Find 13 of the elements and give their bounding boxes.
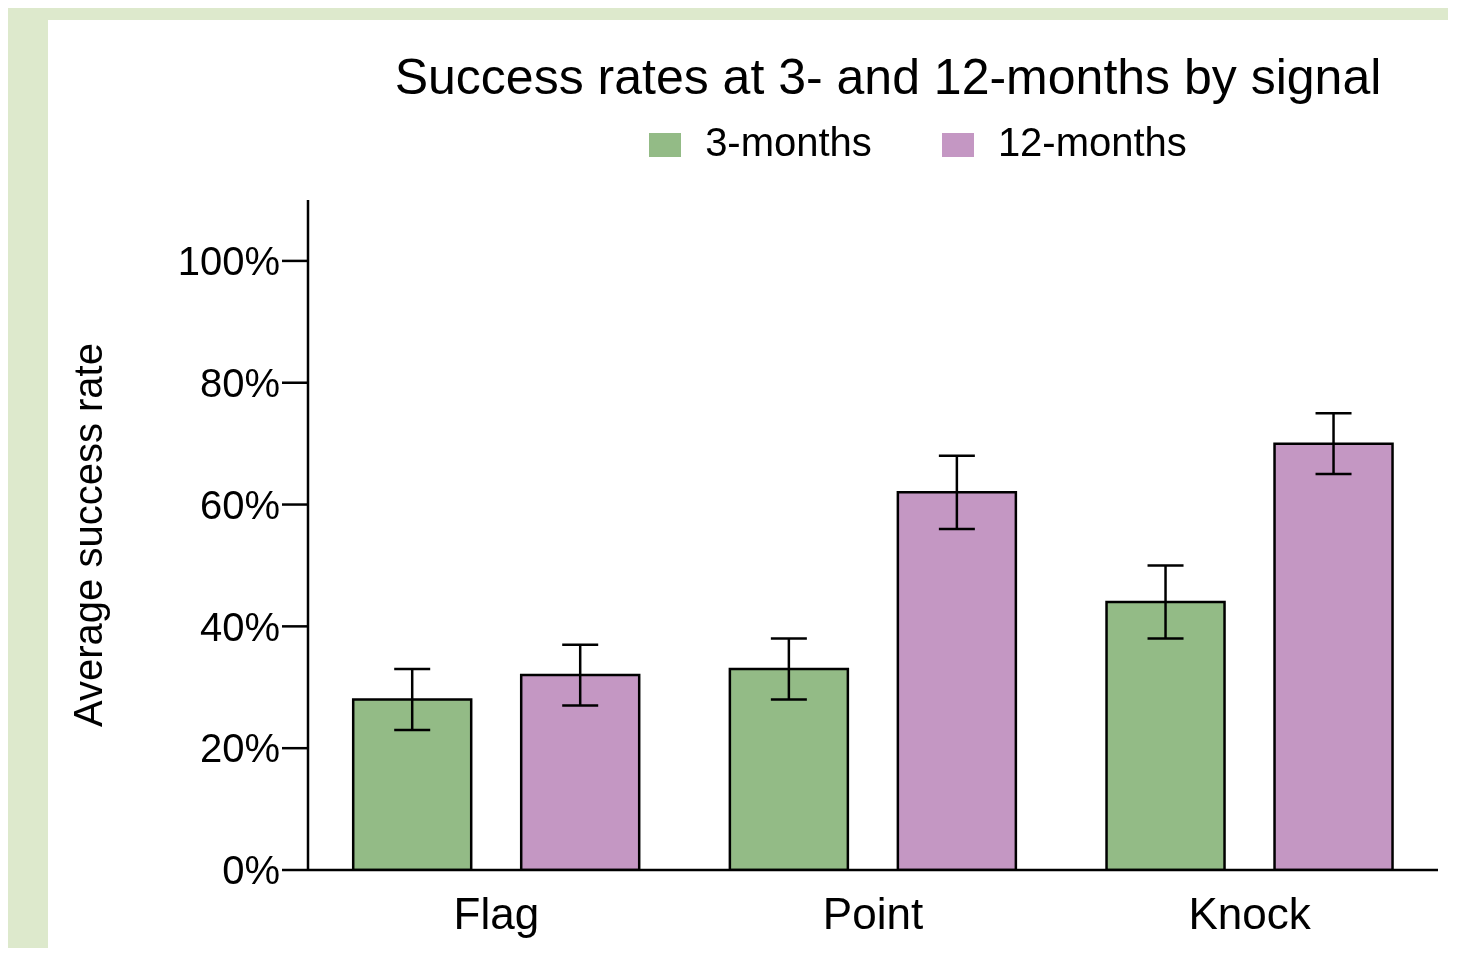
x-tick-label: Point bbox=[822, 889, 924, 939]
y-tick-label: 100% bbox=[177, 239, 280, 284]
y-tick-label: 0% bbox=[222, 848, 280, 893]
x-tick-label: Knock bbox=[1188, 889, 1312, 939]
legend-label: 12-months bbox=[997, 120, 1187, 164]
y-tick-label: 80% bbox=[199, 360, 280, 405]
legend-label: 3-months bbox=[705, 120, 872, 164]
y-tick-label: 20% bbox=[199, 726, 280, 771]
chart-title: Success rates at 3- and 12-months by signal bbox=[393, 48, 1383, 106]
y-tick-label: 40% bbox=[199, 604, 280, 649]
x-tick-label: Flag bbox=[453, 889, 540, 939]
y-axis-title: Average success rate bbox=[66, 343, 111, 727]
y-tick-label: 60% bbox=[199, 482, 280, 527]
